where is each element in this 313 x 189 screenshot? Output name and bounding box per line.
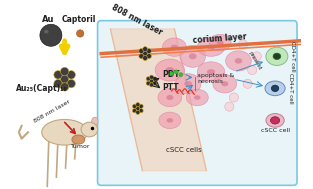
Circle shape <box>179 73 183 77</box>
Ellipse shape <box>167 118 173 123</box>
Ellipse shape <box>186 89 208 106</box>
FancyBboxPatch shape <box>98 21 297 185</box>
Ellipse shape <box>44 30 49 33</box>
Circle shape <box>54 71 62 79</box>
Text: necrosis: necrosis <box>197 79 223 84</box>
Ellipse shape <box>166 67 174 73</box>
Circle shape <box>139 49 144 53</box>
Ellipse shape <box>226 51 251 71</box>
Circle shape <box>143 47 147 52</box>
Circle shape <box>146 49 151 53</box>
Ellipse shape <box>221 81 228 86</box>
Ellipse shape <box>217 40 223 45</box>
Circle shape <box>170 72 174 76</box>
Text: cSCC cells: cSCC cells <box>166 147 202 153</box>
Ellipse shape <box>184 81 192 87</box>
Ellipse shape <box>265 81 285 96</box>
Circle shape <box>139 54 144 59</box>
Circle shape <box>40 24 62 46</box>
Ellipse shape <box>158 88 182 107</box>
Ellipse shape <box>209 34 231 51</box>
Circle shape <box>139 109 143 113</box>
Ellipse shape <box>175 74 201 94</box>
Ellipse shape <box>159 112 181 129</box>
Circle shape <box>150 79 154 83</box>
Ellipse shape <box>235 58 242 64</box>
Circle shape <box>60 83 69 91</box>
Circle shape <box>225 102 234 111</box>
Ellipse shape <box>180 45 206 67</box>
Ellipse shape <box>197 38 225 56</box>
Text: CD4+T cell: CD4+T cell <box>290 41 295 72</box>
Circle shape <box>150 75 154 79</box>
Text: PTT: PTT <box>162 83 179 92</box>
Circle shape <box>136 103 140 107</box>
Ellipse shape <box>189 53 197 59</box>
Ellipse shape <box>162 38 186 56</box>
Circle shape <box>146 54 151 59</box>
Ellipse shape <box>42 119 88 145</box>
Text: Au₂₅(Capt)₁₈: Au₂₅(Capt)₁₈ <box>16 84 68 93</box>
Text: cSCC cell: cSCC cell <box>261 128 290 133</box>
Text: corium layer: corium layer <box>193 32 247 45</box>
Ellipse shape <box>271 85 279 91</box>
Circle shape <box>136 106 140 111</box>
Circle shape <box>139 104 143 108</box>
Circle shape <box>76 30 84 37</box>
Ellipse shape <box>197 62 225 82</box>
Ellipse shape <box>171 45 178 50</box>
Circle shape <box>153 77 157 81</box>
Circle shape <box>136 110 140 114</box>
Circle shape <box>150 83 154 87</box>
Text: present: present <box>248 50 262 71</box>
Circle shape <box>67 79 75 88</box>
Text: apoptosis &: apoptosis & <box>197 73 234 78</box>
Text: Au: Au <box>42 15 54 24</box>
Ellipse shape <box>266 114 284 127</box>
Ellipse shape <box>207 69 215 75</box>
Circle shape <box>239 40 248 49</box>
Ellipse shape <box>207 45 215 50</box>
Circle shape <box>243 79 252 88</box>
Circle shape <box>146 77 150 81</box>
Ellipse shape <box>155 59 184 81</box>
Ellipse shape <box>166 95 173 100</box>
Circle shape <box>60 75 69 83</box>
Text: CD4+T cell: CD4+T cell <box>288 73 293 104</box>
Ellipse shape <box>213 75 237 93</box>
Text: 808 nm laser: 808 nm laser <box>110 3 164 37</box>
Ellipse shape <box>270 117 280 124</box>
Ellipse shape <box>194 95 201 100</box>
Circle shape <box>143 51 147 56</box>
Ellipse shape <box>266 47 288 65</box>
Circle shape <box>252 52 261 61</box>
Ellipse shape <box>273 53 281 60</box>
Text: PDT: PDT <box>162 70 180 79</box>
Circle shape <box>132 109 136 113</box>
Circle shape <box>146 81 150 85</box>
Text: Tumor: Tumor <box>71 144 90 149</box>
Circle shape <box>54 79 62 88</box>
Circle shape <box>132 104 136 108</box>
Ellipse shape <box>92 117 98 125</box>
Circle shape <box>174 70 178 74</box>
Text: Captoril: Captoril <box>61 15 95 24</box>
Circle shape <box>67 71 75 79</box>
Circle shape <box>143 56 147 60</box>
Text: 808 nm laser: 808 nm laser <box>33 99 71 124</box>
Polygon shape <box>110 29 207 171</box>
Circle shape <box>229 93 239 102</box>
Ellipse shape <box>72 135 85 144</box>
Circle shape <box>248 65 257 75</box>
Circle shape <box>153 81 157 85</box>
Ellipse shape <box>81 122 98 137</box>
Circle shape <box>60 67 69 76</box>
